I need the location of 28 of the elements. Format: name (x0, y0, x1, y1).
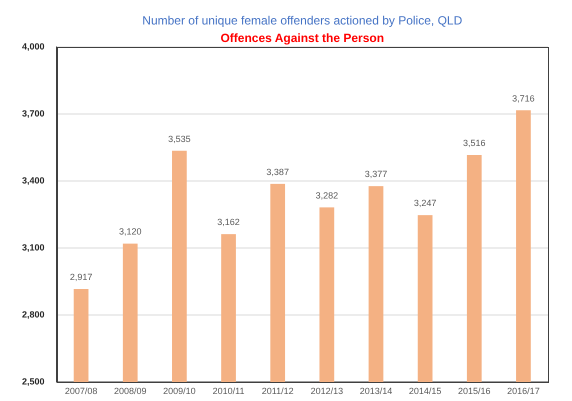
data-label: 3,247 (414, 198, 436, 208)
data-label: 3,377 (364, 169, 388, 180)
y-tick-label: 2,800 (22, 310, 45, 320)
x-tick-label: 2014/15 (408, 386, 442, 396)
y-tick-label: 4,000 (22, 41, 45, 52)
x-tick-label: 2007/08 (64, 386, 98, 396)
x-tick-label: 2012/13 (310, 386, 344, 396)
data-label: 3,535 (168, 134, 191, 144)
x-tick-label: 2011/12 (262, 386, 294, 396)
data-label: 2,917 (70, 272, 92, 282)
y-tick-label: 3,700 (22, 108, 45, 118)
data-label: 3,387 (266, 166, 289, 177)
y-tick-label: 3,400 (22, 175, 45, 186)
x-tick-label: 2010/11 (212, 386, 244, 396)
x-tick-label: 2015/16 (458, 386, 491, 396)
y-tick-label: 2,500 (22, 376, 45, 387)
data-label: 3,162 (217, 217, 240, 228)
chart-title: Number of unique female offenders actioned by Police, QLD (142, 14, 463, 28)
x-tick-label: 2008/09 (114, 386, 147, 396)
y-tick-label: 3,100 (22, 242, 45, 253)
data-label: 3,120 (118, 226, 142, 237)
data-label: 3,282 (316, 190, 338, 200)
x-tick-label: 2009/10 (163, 386, 196, 396)
chart-subtitle: Offences Against the Person (220, 30, 384, 45)
data-label: 3,516 (463, 138, 486, 148)
data-label: 3,716 (512, 93, 535, 104)
x-tick-label: 2013/14 (360, 386, 392, 396)
x-tick-label: 2016/17 (507, 386, 540, 396)
